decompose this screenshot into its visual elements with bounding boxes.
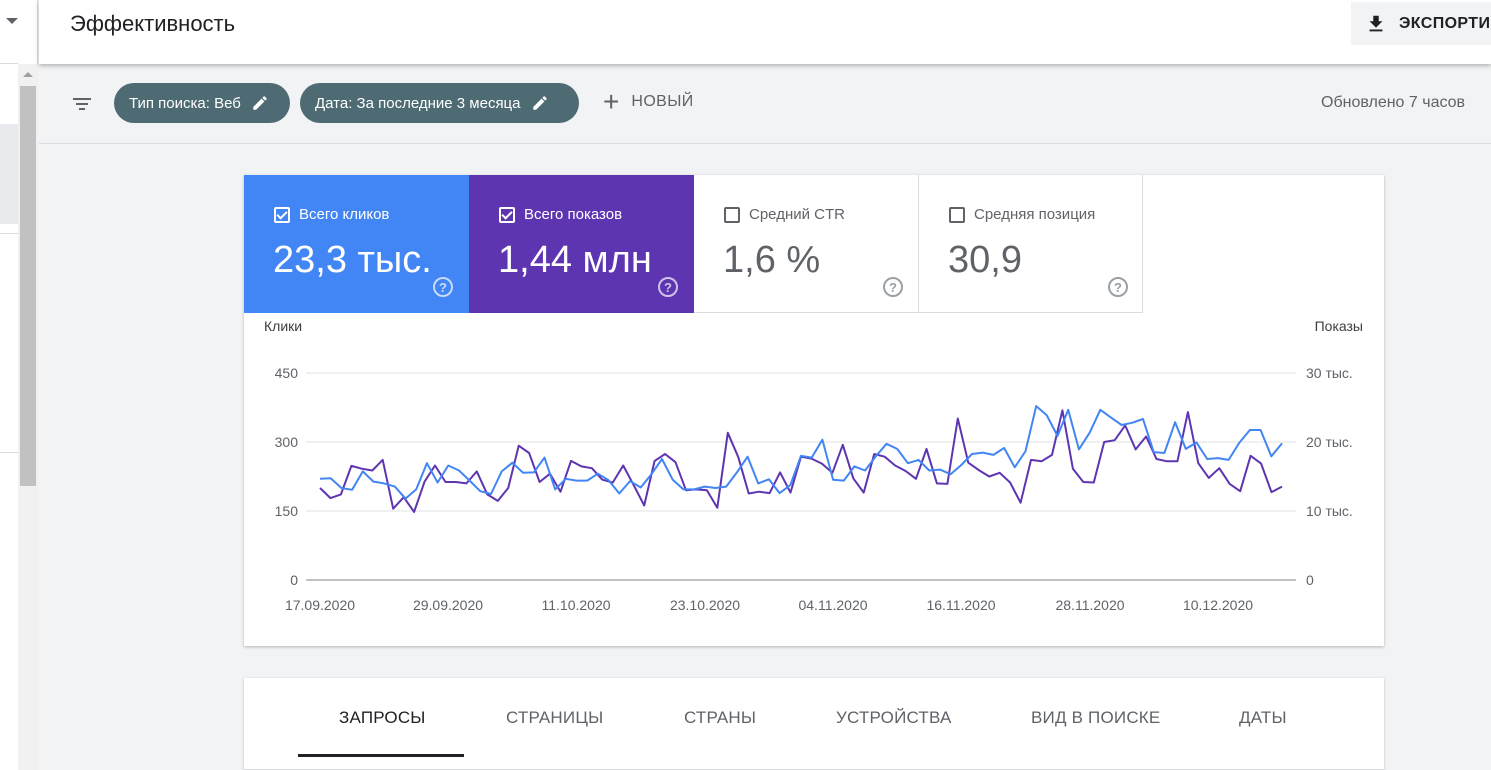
rail-divider (0, 63, 18, 64)
filter-icon[interactable] (70, 92, 94, 116)
scrollbar-thumb[interactable] (20, 86, 36, 486)
metric-label: Средний CTR (749, 206, 845, 223)
tab-countries[interactable]: СТРАНЫ (684, 708, 757, 727)
metric-average-ctr[interactable]: Средний CTR 1,6 % ? (694, 175, 919, 313)
right-axis-tick-label: 0 (1306, 572, 1314, 588)
help-icon[interactable]: ? (883, 277, 903, 297)
metric-header: Средняя позиция (949, 206, 1095, 223)
last-updated-text: Обновлено 7 часов (1321, 94, 1466, 111)
metric-value: 1,6 % (723, 239, 821, 281)
x-axis-date-label: 04.11.2020 (798, 597, 867, 613)
dropdown-caret-icon[interactable] (6, 18, 18, 24)
performance-line-chart: Клики Показы 450 300 150 0 30 тыс. 20 тыс. 10… (264, 318, 1363, 613)
metric-header: Всего кликов (274, 206, 389, 223)
metric-value: 30,9 (948, 239, 1022, 281)
tab-dates[interactable]: ДАТЫ (1239, 708, 1287, 727)
active-tab-indicator (298, 754, 464, 757)
left-navigation-rail (0, 0, 38, 770)
tab-search-appearance[interactable]: ВИД В ПОИСКЕ (1031, 708, 1161, 727)
metric-value: 23,3 тыс. (273, 239, 432, 281)
left-axis-tick-label: 300 (275, 434, 299, 450)
metric-total-clicks[interactable]: Всего кликов 23,3 тыс. ? (244, 175, 469, 313)
x-axis-date-label: 16.11.2020 (926, 597, 995, 613)
page-header: Эффективность ЭКСПОРТИ (39, 0, 1491, 64)
download-icon (1369, 15, 1383, 31)
rail-divider (0, 233, 18, 234)
edit-pencil-icon[interactable] (251, 94, 269, 112)
plus-icon: + (603, 86, 620, 117)
metric-checkbox[interactable] (724, 206, 740, 223)
help-icon[interactable]: ? (433, 277, 453, 297)
export-button-label: ЭКСПОРТИ (1399, 14, 1491, 32)
scroll-up-arrow-icon[interactable] (23, 72, 33, 77)
impressions-series-line[interactable] (319, 409, 1283, 513)
clicks-series-line[interactable] (319, 405, 1283, 500)
x-axis-date-label: 29.09.2020 (413, 597, 483, 613)
right-axis-title: Показы (1315, 318, 1363, 334)
help-icon[interactable]: ? (1108, 277, 1128, 297)
right-axis-tick-label: 20 тыс. (1306, 434, 1353, 450)
filter-chip-date[interactable]: Дата: За последние 3 месяца (300, 83, 579, 123)
metric-header: Средний CTR (724, 206, 845, 223)
dimension-tabs: ЗАПРОСЫ СТРАНИЦЫ СТРАНЫ УСТРОЙСТВА ВИД В… (244, 678, 1384, 770)
new-filter-label: НОВЫЙ (631, 93, 694, 110)
rail-selected-item[interactable] (0, 124, 18, 224)
rail-divider (0, 452, 18, 453)
edit-pencil-icon[interactable] (531, 94, 549, 112)
metric-checkbox[interactable] (949, 206, 965, 223)
vertical-scrollbar[interactable] (18, 64, 38, 770)
metric-value: 1,44 млн (498, 239, 652, 281)
page-title: Эффективность (70, 11, 236, 36)
filter-chip-search-type[interactable]: Тип поиска: Веб (114, 83, 290, 123)
x-axis-date-label: 11.10.2020 (541, 597, 610, 613)
x-axis-date-label: 10.12.2020 (1183, 597, 1253, 613)
metric-checkbox[interactable] (274, 206, 290, 223)
metric-header: Всего показов (499, 206, 622, 223)
metric-label: Всего кликов (299, 206, 390, 223)
left-axis-title: Клики (264, 318, 302, 334)
filter-chip-label: Дата: За последние 3 месяца (315, 94, 521, 112)
x-axis-date-label: 28.11.2020 (1055, 597, 1124, 613)
filter-chip-label: Тип поиска: Веб (129, 94, 241, 112)
help-icon[interactable]: ? (658, 277, 678, 297)
tab-devices[interactable]: УСТРОЙСТВА (836, 708, 952, 727)
filter-bar: Тип поиска: Веб Дата: За последние 3 мес… (39, 64, 1491, 144)
metric-label: Всего показов (524, 206, 623, 223)
x-axis-date-label: 17.09.2020 (285, 597, 355, 613)
tab-queries[interactable]: ЗАПРОСЫ (339, 708, 426, 727)
right-axis-tick-label: 30 тыс. (1306, 365, 1353, 381)
right-axis-tick-label: 10 тыс. (1306, 503, 1353, 519)
metric-label: Средняя позиция (974, 206, 1096, 223)
x-axis-date-label: 23.10.2020 (670, 597, 740, 613)
metric-average-position[interactable]: Средняя позиция 30,9 ? (919, 175, 1143, 313)
left-axis-tick-label: 450 (275, 365, 299, 381)
left-axis-tick-label: 0 (290, 572, 298, 588)
performance-chart-card: Всего кликов 23,3 тыс. ? Всего показов 1… (244, 175, 1384, 646)
metric-checkbox[interactable] (499, 206, 515, 223)
new-filter-button[interactable]: + НОВЫЙ (603, 86, 694, 117)
tab-pages[interactable]: СТРАНИЦЫ (506, 708, 604, 727)
export-button[interactable]: ЭКСПОРТИ (1351, 2, 1491, 45)
left-axis-tick-label: 150 (275, 503, 299, 519)
metric-total-impressions[interactable]: Всего показов 1,44 млн ? (469, 175, 694, 313)
